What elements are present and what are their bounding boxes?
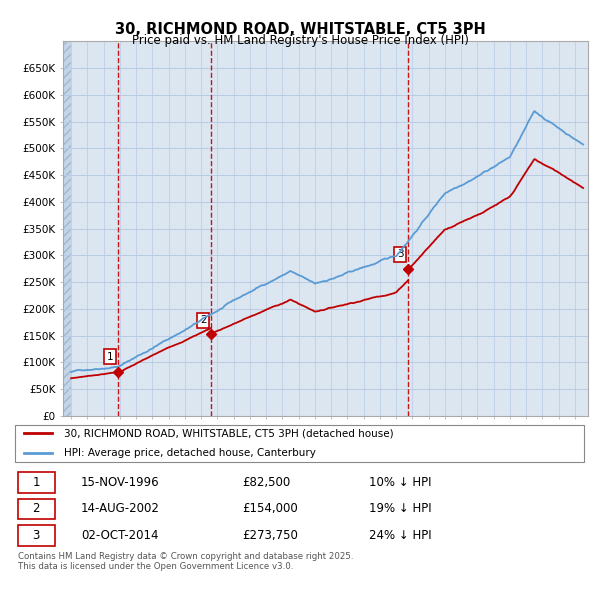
Text: 2: 2 <box>200 315 206 325</box>
Text: £273,750: £273,750 <box>242 529 298 542</box>
Text: 1: 1 <box>106 352 113 362</box>
Text: Contains HM Land Registry data © Crown copyright and database right 2025.
This d: Contains HM Land Registry data © Crown c… <box>18 552 353 571</box>
Bar <box>63 41 71 416</box>
Text: 15-NOV-1996: 15-NOV-1996 <box>81 476 160 489</box>
FancyBboxPatch shape <box>15 425 584 461</box>
Text: 14-AUG-2002: 14-AUG-2002 <box>81 502 160 516</box>
FancyBboxPatch shape <box>18 472 55 493</box>
Text: 19% ↓ HPI: 19% ↓ HPI <box>369 502 432 516</box>
Text: 24% ↓ HPI: 24% ↓ HPI <box>369 529 432 542</box>
Text: HPI: Average price, detached house, Canterbury: HPI: Average price, detached house, Cant… <box>64 448 316 458</box>
Text: £82,500: £82,500 <box>242 476 290 489</box>
FancyBboxPatch shape <box>18 525 55 546</box>
Bar <box>63 41 71 416</box>
Text: 2: 2 <box>32 502 40 516</box>
Text: 10% ↓ HPI: 10% ↓ HPI <box>369 476 431 489</box>
Text: 3: 3 <box>397 250 404 260</box>
Text: 1: 1 <box>32 476 40 489</box>
Text: 30, RICHMOND ROAD, WHITSTABLE, CT5 3PH: 30, RICHMOND ROAD, WHITSTABLE, CT5 3PH <box>115 22 485 37</box>
Text: £154,000: £154,000 <box>242 502 298 516</box>
Text: Price paid vs. HM Land Registry's House Price Index (HPI): Price paid vs. HM Land Registry's House … <box>131 34 469 47</box>
FancyBboxPatch shape <box>18 499 55 519</box>
Text: 3: 3 <box>32 529 40 542</box>
Text: 30, RICHMOND ROAD, WHITSTABLE, CT5 3PH (detached house): 30, RICHMOND ROAD, WHITSTABLE, CT5 3PH (… <box>64 428 394 438</box>
Text: 02-OCT-2014: 02-OCT-2014 <box>81 529 158 542</box>
